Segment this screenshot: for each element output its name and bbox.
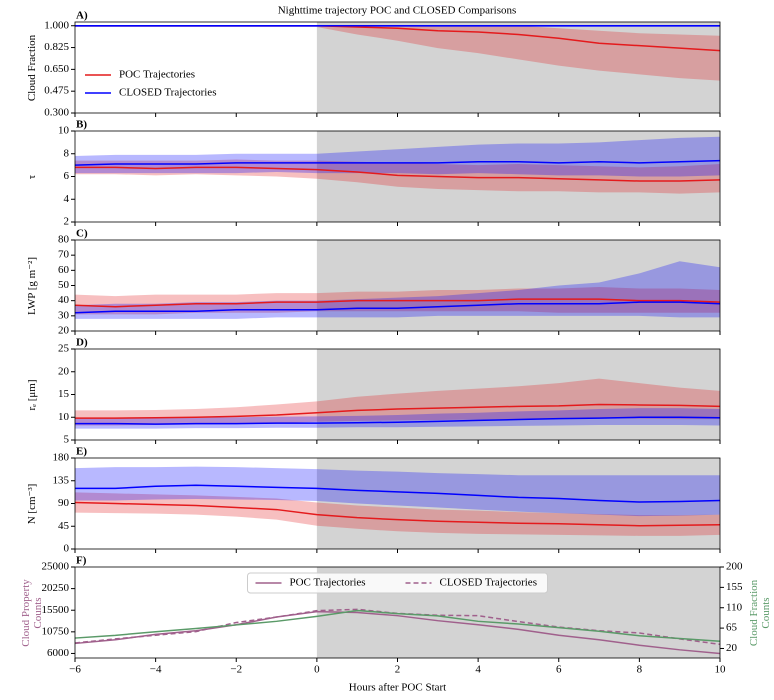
legend-label: POC Trajectories — [290, 577, 366, 589]
y-tick-label: 6 — [64, 170, 70, 182]
band — [75, 261, 720, 319]
y-tick-label: 80 — [58, 234, 70, 246]
highlight-region — [316, 458, 720, 549]
y-tick-label: 40 — [58, 294, 70, 306]
y2-tick-label: 200 — [726, 561, 743, 573]
y-tick-label: 4 — [64, 193, 70, 205]
x-tick-label: 10 — [715, 664, 727, 676]
line — [75, 403, 721, 419]
y-tick-label: 45 — [58, 520, 70, 532]
y-tick-label: 20 — [58, 365, 70, 377]
y-tick-label: 1.000 — [44, 19, 69, 31]
y-tick-label: 20250 — [42, 582, 70, 594]
y2-tick-label: 155 — [726, 581, 743, 593]
panel-label: A) — [76, 10, 88, 22]
y-tick-label: 30 — [58, 309, 70, 321]
y-tick-label: 10 — [58, 125, 70, 137]
y-tick-label: 5 — [64, 434, 70, 446]
x-axis-label: Hours after POC Start — [349, 682, 446, 694]
axis-label: rₑ [μm] — [26, 379, 38, 411]
highlight-region — [316, 22, 720, 113]
y-tick-label: 60 — [58, 264, 70, 276]
line — [74, 298, 721, 308]
highlight-region — [316, 131, 720, 222]
y-tick-label: 0.650 — [44, 63, 69, 75]
legend-box — [247, 572, 548, 594]
band — [75, 25, 720, 81]
band — [75, 378, 720, 426]
highlight-region — [316, 349, 720, 440]
x-tick-label: −6 — [69, 664, 81, 676]
panel-label: C) — [76, 228, 88, 240]
line — [74, 159, 721, 166]
line — [74, 301, 721, 314]
line — [74, 608, 721, 646]
band — [75, 136, 720, 177]
figure-title: Nighttime trajectory POC and CLOSED Comp… — [278, 5, 517, 17]
x-tick-label: 4 — [475, 664, 481, 676]
y-tick-label: 10 — [58, 411, 70, 423]
panel-label: F) — [76, 555, 87, 567]
line — [75, 416, 721, 425]
y-tick-label: 15500 — [42, 604, 70, 616]
line — [75, 484, 721, 503]
panel-label: B) — [76, 119, 87, 131]
y-tick-label: 8 — [64, 147, 70, 159]
y-tick-label: 20 — [58, 325, 70, 337]
y-tick-label: 0 — [64, 543, 70, 555]
legend-label: CLOSED Trajectories — [119, 87, 216, 99]
y2-tick-label: 65 — [726, 622, 738, 634]
y-tick-label: 0.825 — [44, 41, 69, 53]
x-tick-label: 0 — [314, 664, 320, 676]
line — [74, 610, 721, 655]
y-tick-label: 0.475 — [44, 85, 69, 97]
band — [75, 492, 720, 536]
axis-label: LWP [g m⁻²] — [26, 256, 38, 315]
y-tick-label: 25000 — [42, 561, 70, 573]
panel-label: E) — [76, 446, 87, 458]
x-tick-label: −4 — [150, 664, 162, 676]
y-tick-label: 135 — [53, 474, 70, 486]
axis-label: Cloud Fraction — [26, 34, 38, 101]
line — [74, 609, 721, 642]
legend-label: POC Trajectories — [119, 69, 195, 81]
axis-label: N [cm⁻³] — [26, 483, 38, 524]
panel-label: D) — [76, 337, 88, 349]
legend-label: CLOSED Trajectories — [440, 577, 537, 589]
y-tick-label: 2 — [64, 216, 70, 228]
line — [74, 501, 721, 527]
y-tick-label: 0.300 — [44, 107, 69, 119]
y-tick-label: 25 — [58, 343, 70, 355]
y2-tick-label: 20 — [726, 642, 738, 654]
axis-label: τ — [26, 174, 38, 179]
y-tick-label: 70 — [58, 249, 70, 261]
line — [75, 166, 721, 182]
x-tick-label: 6 — [556, 664, 562, 676]
y-tick-label: 180 — [53, 452, 70, 464]
axis-label: Cloud Property Counts — [20, 578, 44, 647]
y-tick-label: 15 — [58, 388, 70, 400]
x-tick-label: 8 — [637, 664, 643, 676]
axis-label: Cloud Fraction Counts — [748, 579, 772, 646]
highlight-region — [316, 240, 720, 331]
x-tick-label: 2 — [395, 664, 401, 676]
y-tick-label: 10750 — [42, 625, 70, 637]
x-tick-label: −2 — [230, 664, 242, 676]
y-tick-label: 90 — [58, 497, 70, 509]
y-tick-label: 6000 — [47, 647, 70, 659]
y-tick-label: 50 — [58, 279, 70, 291]
y2-tick-label: 110 — [726, 601, 743, 613]
